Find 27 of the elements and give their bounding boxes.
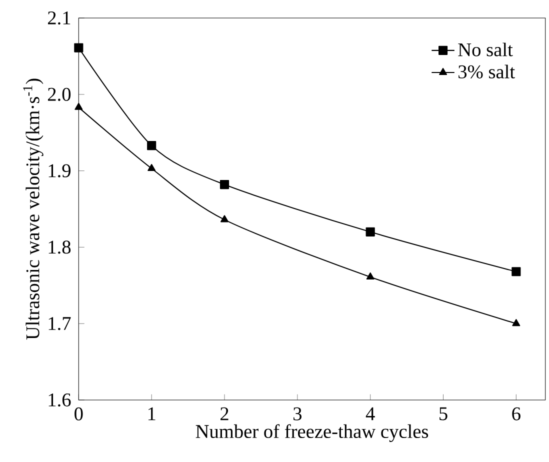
point — [366, 227, 375, 236]
point — [220, 215, 229, 222]
point — [147, 141, 156, 150]
x-tick-label: 5 — [440, 407, 448, 420]
x-tick-label: 6 — [512, 407, 520, 420]
point — [512, 319, 520, 326]
y-tick-label: 2.1 — [48, 11, 70, 25]
point — [148, 164, 156, 172]
point — [366, 272, 374, 280]
y-tick-label: 1.7 — [48, 317, 71, 330]
legend-label: 3% salt — [458, 64, 515, 78]
x-tick-label: 2 — [220, 407, 228, 420]
y-tick-label: 1.6 — [48, 393, 71, 407]
x-axis-title: Number of freeze-thaw cycles — [196, 424, 428, 442]
legend-label: No salt — [458, 42, 513, 56]
x-tick-label: 0 — [74, 407, 83, 420]
y-tick-label: 1.9 — [48, 164, 71, 178]
y-tick-label: 2.0 — [48, 88, 71, 101]
point — [74, 102, 83, 110]
point — [512, 267, 521, 276]
point — [220, 180, 230, 190]
x-tick-label: 1 — [148, 407, 156, 420]
y-tick-label: 1.8 — [48, 240, 71, 254]
x-tick-label: 4 — [366, 407, 375, 420]
x-tick-label: 3 — [294, 407, 302, 420]
point — [74, 43, 84, 52]
y-axis-title: Ultrasonic wave velocity/(km·s$^{-1}$) — [23, 78, 44, 340]
